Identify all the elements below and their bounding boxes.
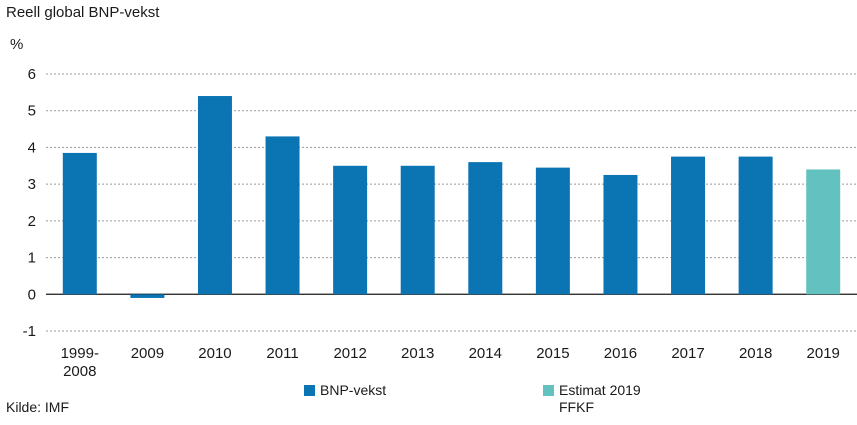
x-tick-label: 2009 bbox=[131, 345, 164, 362]
y-tick-label: 6 bbox=[28, 66, 36, 83]
chart-title: Reell global BNP-vekst bbox=[6, 4, 160, 21]
x-tick-label: 2017 bbox=[671, 345, 704, 362]
x-tick-label: 2016 bbox=[604, 345, 637, 362]
x-tick-labels: 1999-2008 2009 2010 2011 2012 2013 2014 2015 201… bbox=[61, 345, 840, 380]
grid-lines bbox=[46, 73, 857, 332]
bar-bnp bbox=[671, 156, 706, 295]
y-tick-label: 4 bbox=[28, 139, 36, 156]
bar-bnp bbox=[333, 165, 368, 295]
legend-swatch-estimat bbox=[543, 385, 554, 396]
bar-bnp bbox=[197, 96, 232, 295]
x-tick-label: 2018 bbox=[739, 345, 772, 362]
y-tick-label: 3 bbox=[28, 176, 36, 193]
y-axis-unit: % bbox=[10, 36, 24, 53]
y-tick-label: 2 bbox=[28, 213, 36, 230]
y-tick-label: 5 bbox=[28, 103, 36, 120]
bar-bnp bbox=[62, 152, 97, 295]
bar-bnp bbox=[738, 156, 773, 295]
bar-bnp bbox=[130, 294, 165, 298]
x-tick-label: 2011 bbox=[266, 345, 298, 362]
legend-label-estimat: Estimat 2019 FFKF bbox=[559, 382, 641, 415]
x-tick-label: 2012 bbox=[333, 345, 366, 362]
y-tick-labels: -1 0 1 2 3 4 5 6 bbox=[23, 66, 36, 340]
bars bbox=[62, 96, 841, 298]
x-tick-label: 2013 bbox=[401, 345, 434, 362]
bar-bnp bbox=[603, 174, 638, 295]
y-tick-label: 1 bbox=[28, 250, 36, 267]
x-tick-label: 2015 bbox=[536, 345, 569, 362]
legend-item-bnp: BNP-vekst bbox=[304, 382, 386, 399]
bar-bnp bbox=[468, 162, 503, 295]
source-note: Kilde: IMF bbox=[6, 399, 70, 415]
x-tick-label: 1999-2008 bbox=[61, 345, 99, 380]
x-tick-label: 2014 bbox=[469, 345, 502, 362]
legend-label-bnp: BNP-vekst bbox=[320, 382, 387, 398]
bar-estimat bbox=[806, 169, 841, 295]
bar-bnp bbox=[400, 165, 435, 295]
legend-item-estimat: Estimat 2019 FFKF bbox=[543, 382, 641, 416]
x-tick-label: 2019 bbox=[807, 345, 840, 362]
y-tick-label: 0 bbox=[28, 286, 36, 303]
y-tick-label: -1 bbox=[23, 323, 36, 340]
x-tick-label: 2010 bbox=[198, 345, 231, 362]
bar-bnp bbox=[535, 167, 570, 295]
bar-bnp bbox=[265, 136, 300, 295]
legend-swatch-bnp bbox=[304, 385, 315, 396]
